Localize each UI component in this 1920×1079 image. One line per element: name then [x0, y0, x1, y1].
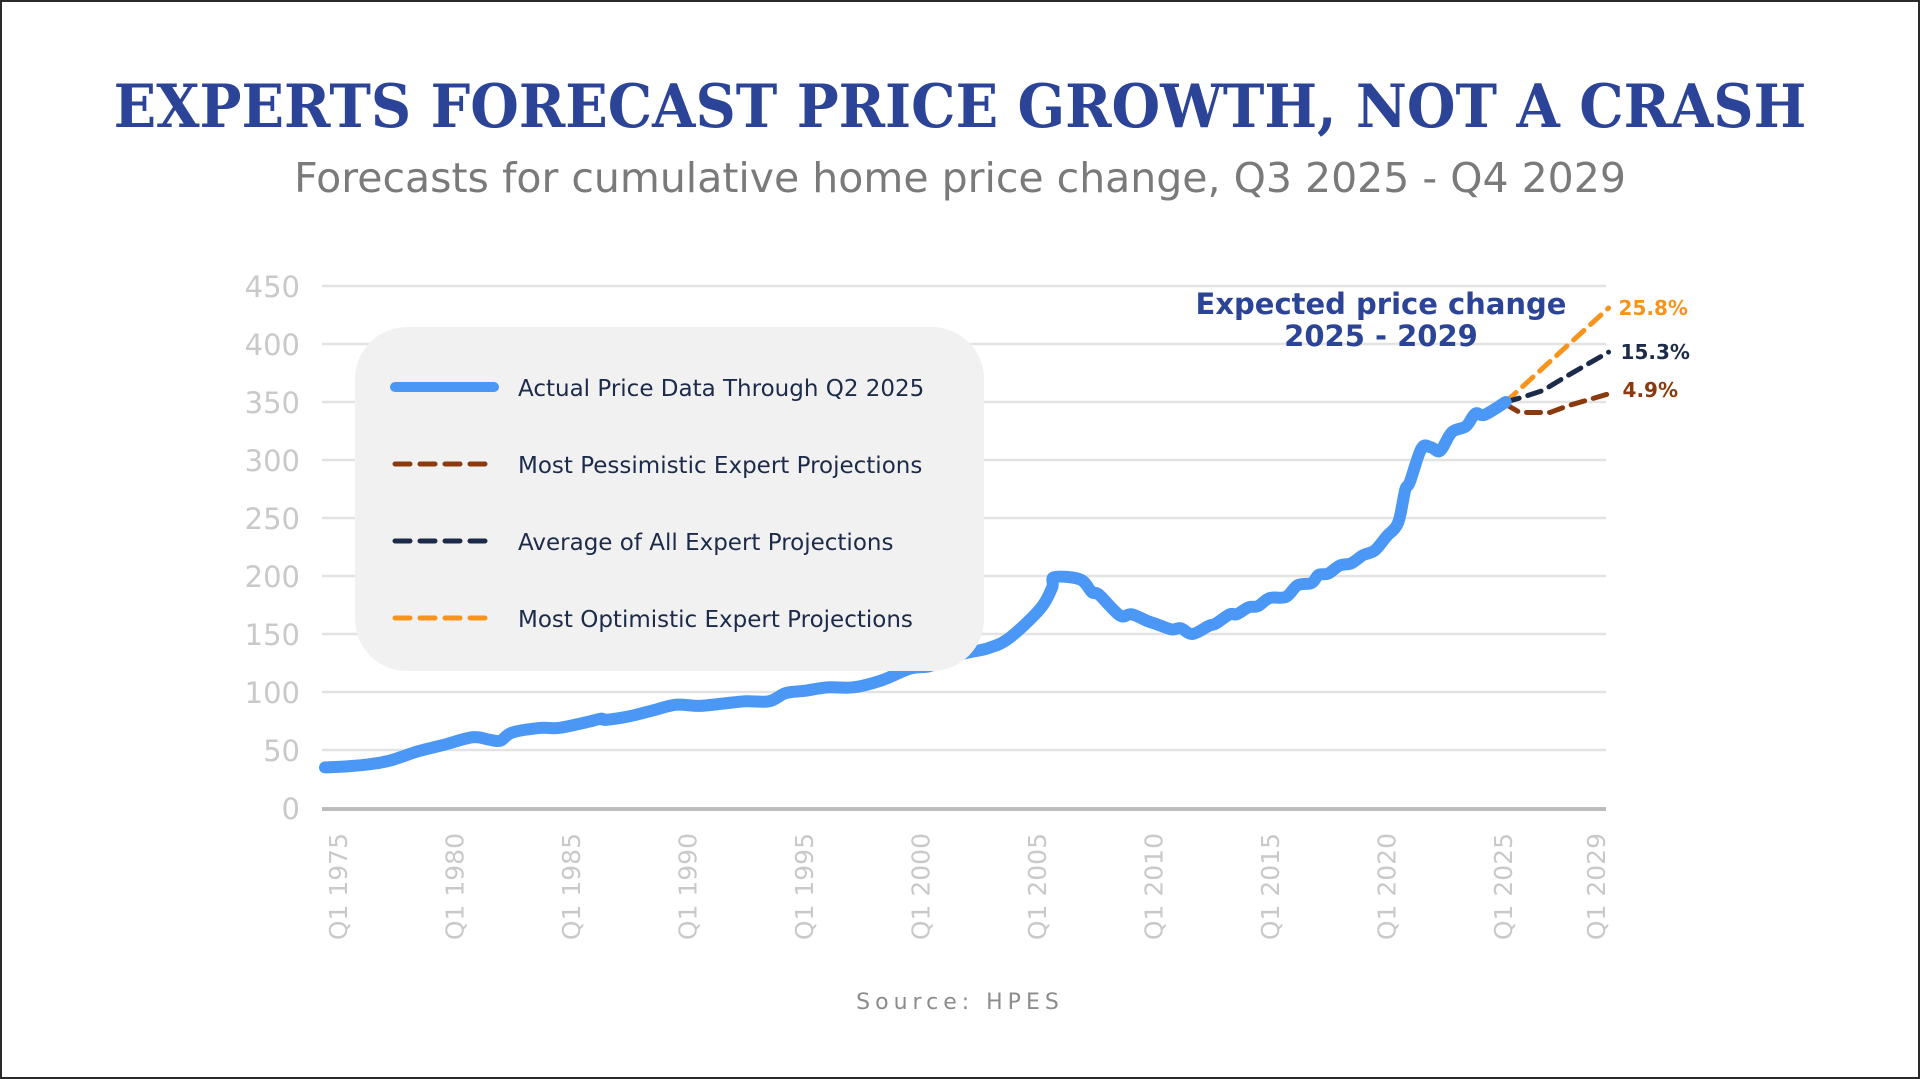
y-tick-label: 150 — [245, 618, 300, 652]
chart-title: EXPERTS FORECAST PRICE GROWTH, NOT A CRA… — [113, 72, 1807, 142]
x-tick-label: Q1 2010 — [1139, 833, 1168, 940]
source-note: Source: HPES — [856, 990, 1064, 1015]
legend-label-average: Average of All Expert Projections — [518, 530, 893, 556]
legend: Actual Price Data Through Q2 2025 Most P… — [355, 327, 984, 671]
legend-item-optimistic[interactable]: Most Optimistic Expert Projections — [392, 607, 913, 633]
pessimistic-projection-line — [1503, 391, 1612, 415]
y-tick-label: 250 — [245, 502, 300, 536]
legend-item-average[interactable]: Average of All Expert Projections — [392, 530, 893, 556]
legend-label-pessimistic: Most Pessimistic Expert Projections — [518, 453, 922, 479]
x-tick-label: Q1 2029 — [1582, 833, 1611, 940]
legend-item-pessimistic[interactable]: Most Pessimistic Expert Projections — [392, 453, 922, 479]
legend-item-actual[interactable]: Actual Price Data Through Q2 2025 — [390, 376, 924, 402]
y-axis-ticks: 0 50 100 150 200 250 300 350 400 450 — [245, 270, 300, 826]
y-tick-label: 0 — [282, 792, 300, 826]
x-tick-label: Q1 2020 — [1372, 833, 1401, 940]
legend-label-optimistic: Most Optimistic Expert Projections — [518, 607, 913, 633]
optimistic-end-label: 25.8% — [1619, 296, 1688, 320]
average-end-label: 15.3% — [1621, 340, 1690, 364]
chart-subtitle: Forecasts for cumulative home price chan… — [294, 154, 1626, 202]
y-tick-label: 350 — [245, 386, 300, 420]
annotation-line-1: Expected price change — [1196, 287, 1567, 321]
x-tick-label: Q1 2000 — [906, 833, 935, 940]
series-group — [319, 305, 1612, 774]
y-tick-label: 450 — [245, 270, 300, 304]
x-axis-ticks: Q1 1975 Q1 1980 Q1 1985 Q1 1990 Q1 1995 Q1 20… — [324, 833, 1611, 940]
x-tick-label: Q1 1995 — [790, 833, 819, 940]
pessimistic-end-label: 4.9% — [1623, 378, 1678, 402]
y-tick-label: 100 — [245, 676, 300, 710]
x-tick-label: Q1 2025 — [1489, 833, 1518, 940]
expected-change-annotation: Expected price change 2025 - 2029 — [1196, 287, 1567, 353]
end-labels: 4.9% 15.3% 25.8% — [1619, 296, 1690, 402]
annotation-line-2: 2025 - 2029 — [1284, 319, 1478, 353]
actual-price-line — [319, 396, 1512, 774]
x-tick-label: Q1 1985 — [557, 833, 586, 940]
y-tick-label: 50 — [263, 734, 300, 768]
y-tick-label: 200 — [245, 560, 300, 594]
y-tick-label: 400 — [245, 328, 300, 362]
x-tick-label: Q1 2015 — [1256, 833, 1285, 940]
average-projection-line — [1503, 349, 1612, 405]
x-tick-label: Q1 2005 — [1023, 833, 1052, 940]
x-tick-label: Q1 1990 — [673, 833, 702, 940]
optimistic-projection-line — [1503, 305, 1612, 405]
y-tick-label: 300 — [245, 444, 300, 478]
x-tick-label: Q1 1975 — [324, 833, 353, 940]
legend-label-actual: Actual Price Data Through Q2 2025 — [518, 376, 924, 402]
x-tick-label: Q1 1980 — [440, 833, 469, 940]
legend-background — [355, 327, 984, 671]
